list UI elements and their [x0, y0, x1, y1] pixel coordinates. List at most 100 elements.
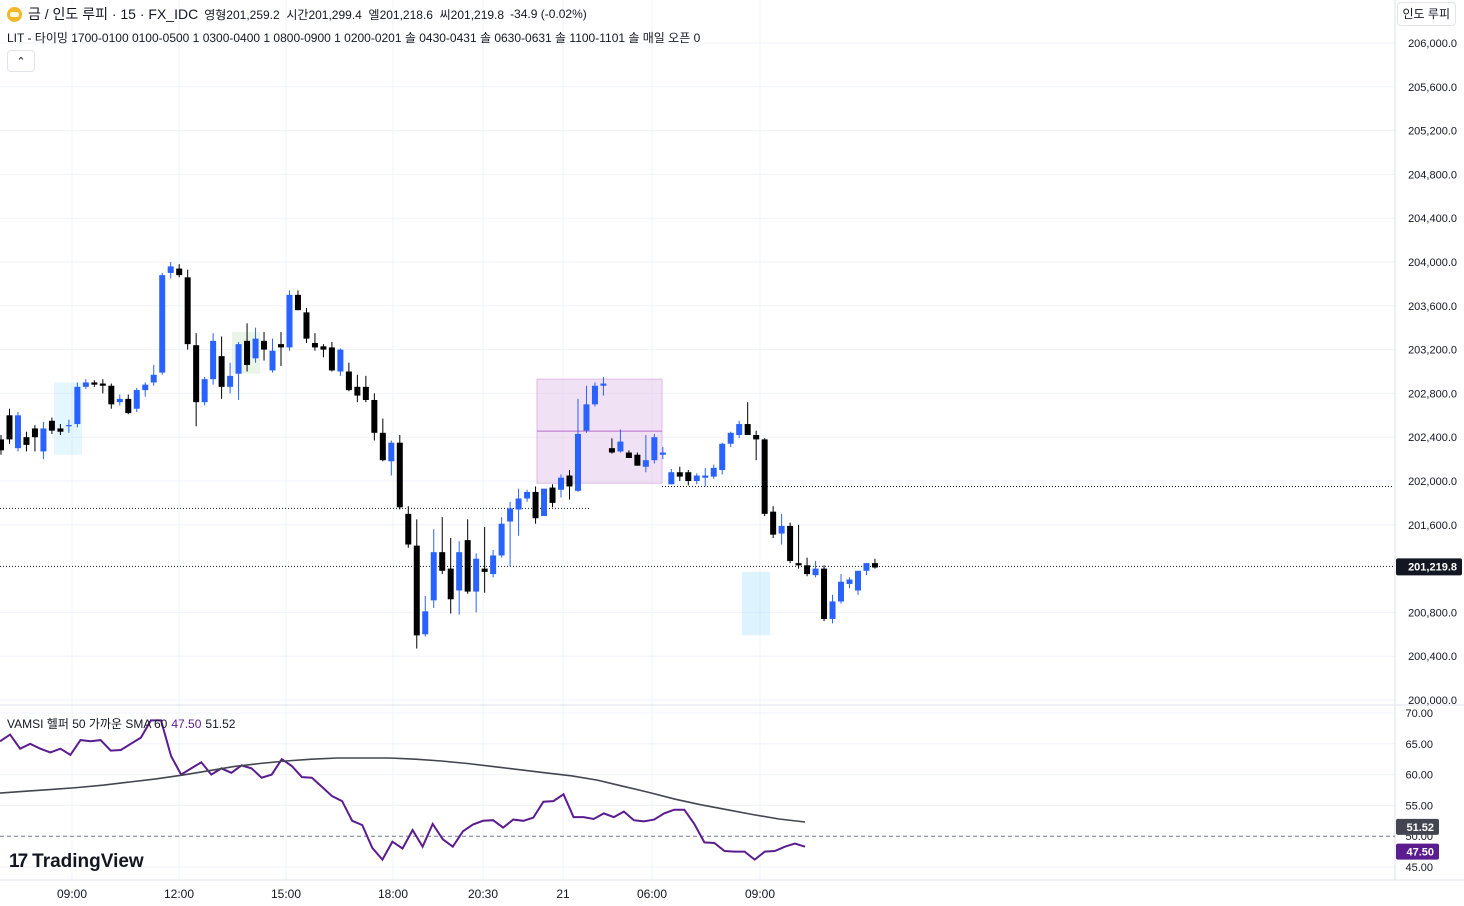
candle-body	[863, 563, 870, 571]
candle-body	[0, 439, 4, 451]
candle-body	[753, 435, 760, 440]
candle-body	[481, 568, 488, 572]
candle-body	[558, 477, 565, 490]
indicator-pane[interactable]	[0, 719, 1395, 862]
candle-body	[286, 294, 293, 348]
symbol-title[interactable]: 금 / 인도 루피 · 15 · FX_IDC	[28, 6, 199, 22]
price-tick-label: 203,200.0	[1408, 345, 1457, 357]
candle-body	[634, 454, 641, 466]
time-tick-label: 12:00	[164, 887, 194, 901]
candle-body	[574, 433, 581, 491]
candle-body	[23, 437, 30, 445]
candle-body	[778, 525, 785, 534]
last-price-badge	[1396, 558, 1462, 576]
candle-body	[524, 491, 531, 499]
candle-body	[498, 523, 505, 556]
candle-body	[744, 424, 751, 436]
time-tick-label: 09:00	[745, 887, 775, 901]
candles[interactable]	[0, 262, 878, 649]
time-tick-label: 20:30	[468, 887, 498, 901]
candle-body	[702, 475, 709, 478]
candle-body	[227, 375, 234, 387]
candle-body	[549, 487, 556, 503]
candle-body	[515, 498, 522, 510]
candle-body	[269, 350, 276, 371]
indicator-pane-legend[interactable]: VAMSI 헬퍼 50 가까운 SMA 60 47.50 51.52	[7, 715, 235, 732]
candle-body	[591, 385, 598, 405]
candle-body	[294, 294, 301, 311]
candle-body	[651, 437, 658, 461]
session-zone	[742, 571, 770, 636]
candle-body	[532, 491, 539, 519]
candle-body	[328, 347, 335, 371]
price-tick-label: 205,600.0	[1408, 82, 1457, 94]
last-price-label: 201,219.8	[1408, 561, 1457, 573]
candle-body	[108, 385, 115, 405]
indicator-legend[interactable]: LIT - 타이밍 1700-0100 0100-0500 1 0300-040…	[7, 31, 701, 45]
candle-body	[727, 432, 734, 444]
candle-body	[804, 565, 811, 575]
gold-coin-icon	[7, 6, 22, 22]
candle-body	[320, 346, 327, 350]
candle-body	[345, 371, 352, 391]
candle-body	[91, 382, 98, 385]
indicator-tick-label: 45.00	[1405, 862, 1433, 874]
candle-body	[668, 472, 675, 485]
candle-body	[608, 448, 615, 453]
rsi-value-badge	[1396, 843, 1439, 860]
candle-body	[871, 563, 878, 568]
candle-body	[311, 343, 318, 348]
candle-body	[838, 581, 845, 602]
candle-body	[244, 340, 251, 365]
candle-body	[379, 432, 386, 461]
time-tick-label: 18:00	[378, 887, 408, 901]
candle-body	[541, 488, 548, 517]
indicator-tick-label: 70.00	[1405, 708, 1433, 720]
candle-body	[40, 428, 47, 452]
candle-body	[74, 386, 81, 425]
candle-body	[167, 266, 174, 273]
candle-body	[337, 349, 344, 372]
tradingview-logo[interactable]: 17 TradingView	[9, 851, 144, 873]
candle-body	[422, 611, 429, 635]
time-tick-label: 09:00	[57, 887, 87, 901]
collapse-legend-button[interactable]: ⌃	[7, 50, 35, 72]
price-tick-label: 202,400.0	[1408, 432, 1457, 444]
candle-body	[193, 345, 200, 403]
candle-body	[201, 379, 208, 403]
candle-body	[413, 545, 420, 636]
price-tick-label: 203,600.0	[1408, 301, 1457, 313]
candle-body	[371, 399, 378, 433]
price-tick-label: 204,400.0	[1408, 213, 1457, 225]
candle-body	[82, 382, 89, 387]
candle-body	[159, 275, 166, 373]
candle-body	[685, 472, 692, 481]
candle-body	[176, 268, 183, 276]
rsi-line	[0, 719, 806, 862]
candle-body	[625, 452, 632, 459]
price-tick-label: 200,800.0	[1408, 607, 1457, 619]
candle-body	[57, 428, 64, 432]
indicator-title: VAMSI 헬퍼 50 가까운 SMA 60	[7, 717, 168, 731]
currency-button[interactable]: 인도 루피	[1396, 2, 1456, 26]
indicator-tick-label: 60.00	[1405, 770, 1433, 782]
reference-lines	[0, 485, 1395, 567]
candle-body	[278, 344, 285, 348]
time-tick-label: 15:00	[271, 887, 301, 901]
candle-body	[846, 579, 853, 584]
symbol-row[interactable]: 금 / 인도 루피 · 15 · FX_IDC 영형201,259.2 시간20…	[7, 4, 587, 24]
candle-body	[31, 428, 38, 438]
candle-body	[261, 340, 268, 350]
price-change: -34.9 (-0.02%)	[510, 7, 587, 21]
tradingview-logo-icon: 17	[9, 851, 28, 872]
candle-body	[14, 415, 21, 449]
candle-body	[710, 467, 717, 477]
candle-body	[6, 415, 13, 440]
candle-body	[388, 442, 395, 462]
indicator-tick-label: 65.00	[1405, 739, 1433, 751]
candle-body	[566, 475, 573, 487]
candle-body	[210, 340, 217, 380]
price-tick-label: 200,400.0	[1408, 651, 1457, 663]
candle-body	[65, 425, 72, 427]
